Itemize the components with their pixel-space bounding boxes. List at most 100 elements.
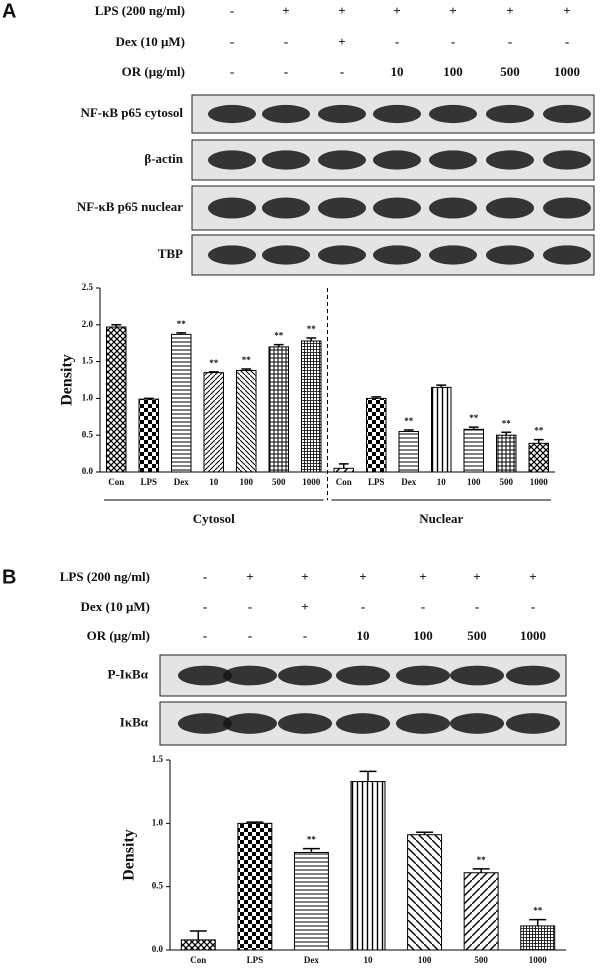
blot-label: NF-κB p65 cytosol	[80, 105, 183, 120]
treatment-value: 500	[467, 628, 487, 643]
treatment-value: -	[203, 569, 207, 584]
blot-label: NF-κB p65 nuclear	[77, 199, 183, 214]
blot-band	[262, 104, 310, 124]
blot-label: β-actin	[144, 151, 183, 166]
treatment-value: -	[395, 34, 399, 49]
treatment-label: Dex (10 μM)	[81, 599, 150, 614]
y-tick-label: 0.5	[82, 429, 94, 439]
error-bar	[359, 770, 377, 782]
blot-band	[262, 245, 310, 265]
significance-label: **	[307, 324, 317, 334]
x-tick-label: 100	[418, 955, 432, 965]
treatment-value: -	[508, 34, 512, 49]
y-tick-label: 1.5	[82, 356, 94, 366]
bar	[268, 346, 289, 473]
significance-label: **	[404, 416, 414, 426]
blot-band	[208, 104, 256, 124]
bar	[496, 434, 517, 473]
bar	[366, 397, 387, 473]
significance-label: **	[177, 319, 187, 329]
bar	[528, 442, 549, 473]
group-label: Nuclear	[419, 511, 463, 526]
bar	[236, 369, 257, 473]
x-tick-label: 10	[364, 955, 374, 965]
treatment-value: +	[449, 3, 456, 18]
blot-band	[318, 245, 366, 265]
error-bar	[501, 431, 512, 436]
y-tick-label: 1.0	[82, 392, 94, 402]
treatment-value: -	[303, 628, 307, 643]
bar	[463, 428, 484, 473]
blot-band	[543, 150, 591, 170]
x-tick-label: LPS	[140, 477, 157, 487]
blot-band	[486, 245, 534, 265]
blot-band	[450, 665, 504, 686]
treatment-value: 10	[391, 64, 404, 79]
bar	[203, 372, 224, 473]
blot-band	[373, 150, 421, 170]
group-label: Cytosol	[193, 511, 235, 526]
error-bar	[529, 918, 547, 926]
error-bar	[241, 368, 252, 371]
treatment-value: +	[529, 569, 536, 584]
error-bar	[371, 396, 382, 399]
y-tick-label: 0.5	[152, 881, 164, 891]
treatment-value: -	[421, 599, 425, 614]
blot-band	[543, 197, 591, 219]
treatment-value: 100	[413, 628, 433, 643]
x-tick-label: LPS	[368, 477, 385, 487]
blot-band	[318, 104, 366, 124]
treatment-value: +	[473, 569, 480, 584]
bar	[106, 326, 127, 473]
blot-band	[486, 197, 534, 219]
treatment-value: +	[338, 3, 345, 18]
treatment-value: -	[531, 599, 535, 614]
y-axis-label: Density	[121, 829, 138, 881]
bar	[171, 333, 192, 473]
y-axis-label: Density	[59, 354, 76, 406]
y-tick-label: 0.0	[82, 466, 94, 476]
x-tick-label: 1000	[529, 955, 548, 965]
blot-band	[278, 665, 332, 686]
error-bar	[338, 463, 349, 469]
bar	[180, 939, 216, 951]
blot-band	[208, 245, 256, 265]
treatment-value: +	[393, 3, 400, 18]
blot-band	[506, 665, 560, 686]
treatment-value: 1000	[520, 628, 546, 643]
treatment-label: OR (μg/ml)	[122, 64, 185, 79]
blot-band	[223, 713, 277, 734]
treatment-value: +	[563, 3, 570, 18]
blot-band	[373, 104, 421, 124]
treatment-value: -	[361, 599, 365, 614]
error-bar	[273, 343, 284, 347]
treatment-value: -	[451, 34, 455, 49]
treatment-value: 10	[357, 628, 370, 643]
error-bar	[416, 831, 434, 835]
treatment-value: -	[284, 64, 288, 79]
blot-band	[396, 665, 450, 686]
significance-label: **	[209, 358, 219, 368]
treatment-value: -	[230, 3, 234, 18]
blot-band	[396, 713, 450, 734]
error-bar	[472, 868, 490, 873]
significance-label: **	[477, 855, 487, 865]
bar	[333, 467, 354, 473]
blot-band	[373, 197, 421, 219]
blot-band	[208, 197, 256, 219]
bar	[301, 340, 322, 473]
significance-label: **	[533, 906, 543, 916]
error-bar	[111, 324, 122, 328]
panel-letter: B	[2, 566, 16, 588]
blot-band	[429, 104, 477, 124]
blot-band	[373, 245, 421, 265]
x-tick-label: Dex	[174, 477, 189, 487]
blot-band	[278, 713, 332, 734]
treatment-value: -	[203, 628, 207, 643]
blot-band	[318, 150, 366, 170]
significance-label: **	[307, 835, 317, 845]
treatment-value: 1000	[554, 64, 580, 79]
treatment-label: OR (μg/ml)	[87, 628, 150, 643]
x-tick-label: Con	[190, 955, 206, 965]
blot-band	[543, 104, 591, 124]
